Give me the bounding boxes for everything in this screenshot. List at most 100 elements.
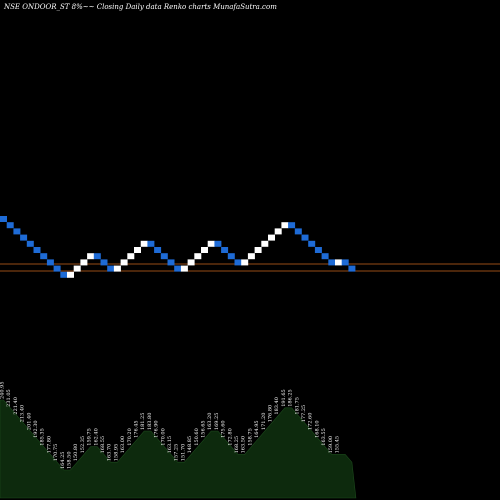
volume-label: 183.40 xyxy=(274,397,280,415)
down-brick xyxy=(26,240,34,247)
down-brick xyxy=(40,253,48,260)
volume-label: 170.00 xyxy=(160,428,166,446)
down-brick xyxy=(221,247,229,253)
down-brick xyxy=(288,222,296,229)
up-brick xyxy=(281,222,289,229)
up-brick xyxy=(113,265,121,272)
up-brick xyxy=(274,228,282,235)
volume-label: 164.25 xyxy=(60,452,66,470)
volume-label: 183.80 xyxy=(147,413,153,431)
volume-label: 192.30 xyxy=(33,420,39,438)
volume-label: 163.00 xyxy=(120,436,126,454)
down-brick xyxy=(147,240,155,247)
down-brick xyxy=(33,247,41,253)
volume-label: 176.80 xyxy=(268,405,274,423)
up-brick xyxy=(268,234,275,241)
up-brick xyxy=(67,271,74,278)
volume-label: 152.35 xyxy=(80,436,86,454)
down-brick xyxy=(328,259,336,266)
volume-label: 213.40 xyxy=(20,405,26,423)
volume-label: 171.20 xyxy=(261,413,267,431)
volume-label: 231.05 xyxy=(6,389,12,407)
volume-label: 162.40 xyxy=(93,428,99,446)
up-brick xyxy=(140,240,148,247)
up-brick xyxy=(241,259,249,266)
down-brick xyxy=(0,216,7,222)
up-brick xyxy=(180,265,188,272)
chart-title: NSE ONDOOR_ST 8%~~ Closing Daily data Re… xyxy=(3,3,277,11)
volume-label: 150.80 xyxy=(73,444,79,462)
down-brick xyxy=(154,247,162,253)
volume-label: 170.20 xyxy=(127,428,133,446)
volume-label: 163.50 xyxy=(241,436,247,454)
up-brick xyxy=(127,253,135,260)
up-brick xyxy=(207,240,215,247)
down-brick xyxy=(46,259,54,266)
volume-area xyxy=(0,399,357,499)
volume-label: 176.90 xyxy=(154,420,160,438)
down-brick xyxy=(93,253,101,260)
volume-label: 159.00 xyxy=(328,436,334,454)
volume-label: 170.75 xyxy=(53,444,59,462)
down-brick xyxy=(167,259,175,266)
volume-label: 168.55 xyxy=(100,436,106,454)
down-brick xyxy=(341,259,349,266)
volume-labels: 240.95 231.05 221.40 213.40 201.40 192.30 185.… xyxy=(0,382,341,470)
up-brick xyxy=(87,253,95,260)
volume-label: 157.25 xyxy=(174,444,180,462)
volume-label: 186.25 xyxy=(288,389,294,407)
up-brick xyxy=(73,265,81,272)
down-brick xyxy=(214,240,222,247)
volume-label: 191.65 xyxy=(281,389,287,407)
volume-label: 221.40 xyxy=(13,397,19,415)
volume-label: 175.60 xyxy=(221,420,227,438)
down-brick xyxy=(321,253,329,260)
volume-label: 158.75 xyxy=(247,428,253,446)
down-brick xyxy=(13,228,21,235)
up-brick xyxy=(187,259,195,266)
volume-label: 177.80 xyxy=(46,436,52,454)
volume-label: 159.75 xyxy=(87,428,93,446)
volume-label: 172.80 xyxy=(227,428,233,446)
up-brick xyxy=(80,259,88,266)
volume-label: 155.45 xyxy=(335,436,341,454)
volume-label: 201.40 xyxy=(26,413,32,431)
down-brick xyxy=(227,253,235,260)
renko-bricks xyxy=(0,216,356,278)
down-brick xyxy=(234,259,242,266)
volume-label: 181.25 xyxy=(140,413,146,431)
volume-label: 158.95 xyxy=(113,444,119,462)
volume-label: 163.20 xyxy=(207,413,213,431)
volume-label: 151.70 xyxy=(180,444,186,462)
volume-label: 150.60 xyxy=(194,428,200,446)
down-brick xyxy=(53,265,61,272)
down-brick xyxy=(100,259,108,266)
down-brick xyxy=(20,234,28,241)
volume-label: 148.85 xyxy=(187,436,193,454)
up-brick xyxy=(261,240,269,247)
volume-label: 169.25 xyxy=(214,413,220,431)
volume-label: 156.65 xyxy=(201,420,207,438)
up-brick xyxy=(247,253,255,260)
down-brick xyxy=(294,228,302,235)
volume-label: 158.50 xyxy=(67,452,73,470)
volume-label: 168.10 xyxy=(314,420,320,438)
up-brick xyxy=(335,259,342,266)
volume-label: 240.95 xyxy=(0,382,6,400)
volume-label: 185.35 xyxy=(40,428,46,446)
volume-label: 163.55 xyxy=(321,428,327,446)
up-brick xyxy=(134,247,141,253)
volume-label: 163.15 xyxy=(167,436,173,454)
volume-label: 163.70 xyxy=(107,444,113,462)
up-brick xyxy=(201,247,208,253)
volume-label: 164.95 xyxy=(254,420,260,438)
down-brick xyxy=(107,265,115,272)
up-brick xyxy=(194,253,202,260)
down-brick xyxy=(160,253,168,260)
up-brick xyxy=(120,259,128,266)
volume-label: 181.75 xyxy=(294,397,300,415)
down-brick xyxy=(174,265,182,272)
volume-label: 177.25 xyxy=(301,405,307,423)
